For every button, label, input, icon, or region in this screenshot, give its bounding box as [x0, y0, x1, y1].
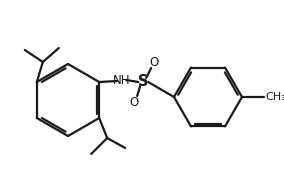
Text: S: S	[138, 74, 149, 89]
Text: O: O	[130, 95, 139, 108]
Text: CH₃: CH₃	[265, 92, 284, 102]
Text: NH: NH	[112, 74, 130, 87]
Text: O: O	[150, 55, 159, 68]
